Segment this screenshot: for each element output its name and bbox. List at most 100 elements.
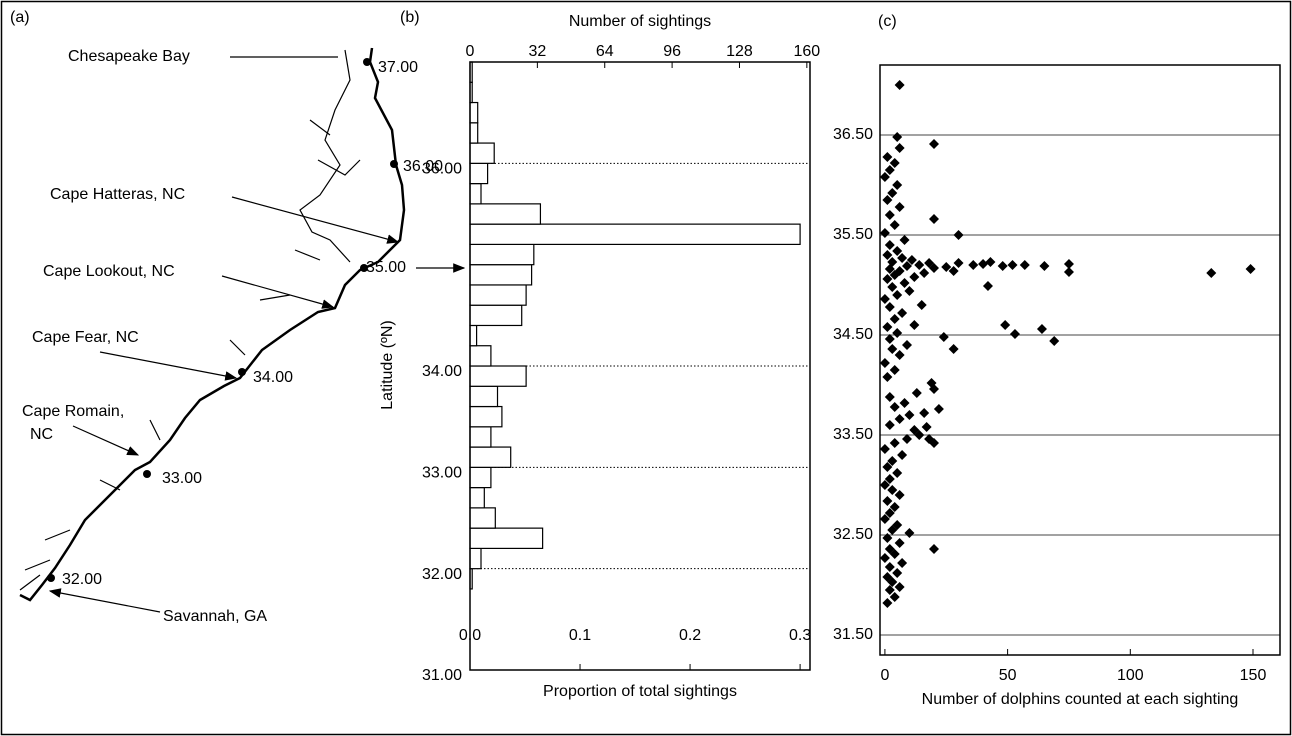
point [894,266,905,276]
arrow [48,588,161,613]
plot-frame [469,61,811,671]
point [882,572,893,582]
point [892,520,903,530]
point [1007,260,1018,270]
point [894,538,905,548]
latitude-label: 36.00 [403,158,443,175]
site-dot [360,264,368,272]
point [1019,260,1030,270]
x-tick-label: 50 [999,667,1017,684]
point [887,188,898,198]
coastline [19,47,406,602]
x-axis-title: Number of dolphins counted at each sight… [922,691,1239,708]
point [887,257,898,267]
point [879,172,890,182]
point [997,261,1008,271]
bar [469,385,499,408]
bar [469,203,542,225]
point [904,286,915,296]
point [928,544,939,554]
point [909,272,920,282]
point [879,514,890,524]
point [884,544,895,554]
point [884,562,895,572]
bar [469,122,479,144]
point [884,240,895,250]
y-tick-label: 34.50 [833,326,873,343]
x-tick-label: 0.0 [459,627,481,644]
place-label: Cape Hatteras, NC [50,186,185,203]
point [1245,264,1256,274]
point [1000,320,1011,330]
point [879,553,890,563]
x-tick-label: 0.2 [679,627,701,644]
bar [469,365,527,387]
y-tick-label: 31.50 [833,626,873,643]
panel-label: (a) [10,9,30,26]
bar [469,426,492,448]
latitude-label: 35.00 [366,259,406,276]
point [901,340,912,350]
point [894,490,905,500]
point [894,80,905,90]
point [892,246,903,256]
arrow [72,425,140,456]
place-label: Chesapeake Bay [68,48,190,65]
point [889,314,900,324]
panel-label: (c) [878,13,897,30]
x2-tick-label: 0 [466,43,475,60]
x2-tick-label: 32 [528,43,546,60]
point [882,533,893,543]
latitude-label: 32.00 [62,571,102,588]
bar [469,142,495,164]
point [1063,267,1074,277]
point [933,404,944,414]
latitude-label: 34.00 [253,369,293,386]
point [884,165,895,175]
point [887,282,898,292]
place-label: Savannah, GA [163,608,267,625]
estuaries [19,49,361,591]
point [897,558,908,568]
y-axis-title: Latitude (ºN) [379,320,396,409]
point [928,438,939,448]
point [953,258,964,268]
point [882,250,893,260]
point [901,261,912,271]
point [914,260,925,270]
site-dot [238,368,246,376]
site-dot [143,470,151,478]
point [884,420,895,430]
point [882,462,893,472]
point [928,214,939,224]
bar [469,183,482,205]
y-tick-label: 33.50 [833,426,873,443]
point [924,258,935,268]
point [892,132,903,142]
point [879,480,890,490]
point [1049,336,1060,346]
place-label: Cape Fear, NC [32,329,139,346]
point [1009,329,1020,339]
point [919,408,930,418]
point [882,322,893,332]
point [911,388,922,398]
y-tick-label: 32.50 [833,526,873,543]
point [884,210,895,220]
point [982,281,993,291]
point [892,290,903,300]
point [938,332,949,342]
x2-tick-label: 128 [726,43,753,60]
bar [469,223,801,245]
bar [469,507,496,529]
bar [469,446,512,468]
point [899,398,910,408]
arrow [221,275,335,309]
x2-tick-label: 64 [596,43,614,60]
latitude-label: 33.00 [162,470,202,487]
bar [469,527,544,550]
x2-tick-label: 160 [793,43,820,60]
point [892,568,903,578]
